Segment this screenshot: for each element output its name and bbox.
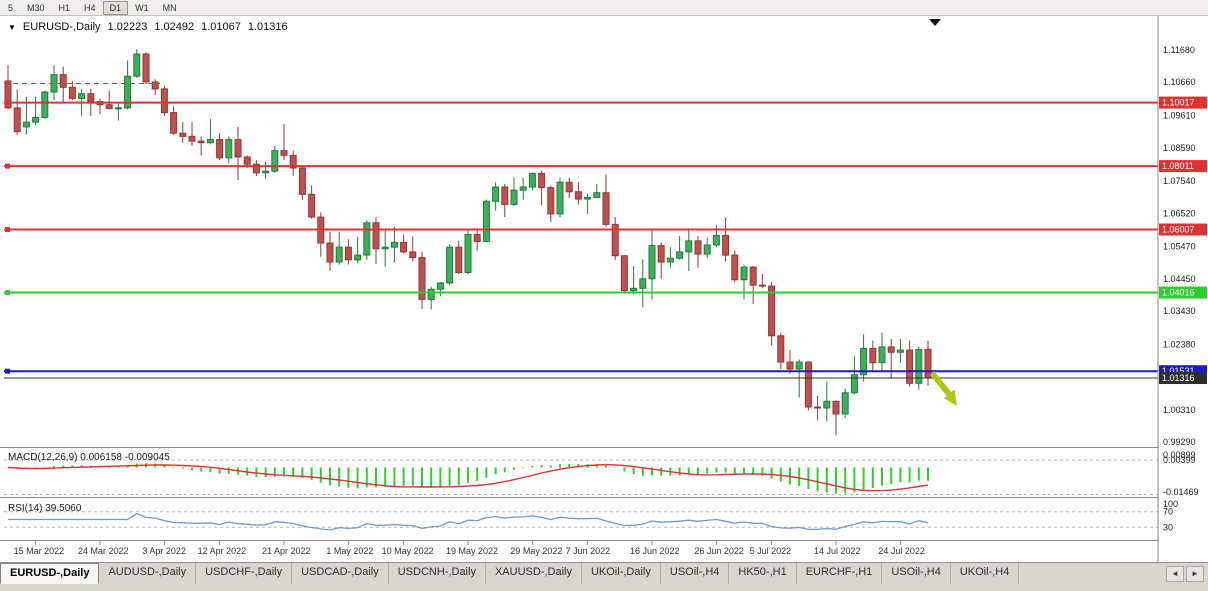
symbol-tab-6[interactable]: UKOil-,Daily: [581, 563, 661, 584]
svg-text:10 May 2022: 10 May 2022: [382, 546, 434, 556]
svg-text:70: 70: [1163, 507, 1173, 517]
horizontal-lines[interactable]: [4, 100, 1158, 379]
svg-text:16 Jun 2022: 16 Jun 2022: [630, 546, 680, 556]
svg-text:-0.01469: -0.01469: [1163, 487, 1199, 497]
symbol-tab-3[interactable]: USDCAD-,Daily: [292, 563, 389, 584]
symbol-tab-5[interactable]: XAUUSD-,Daily: [485, 563, 582, 584]
svg-text:1.11680: 1.11680: [1163, 45, 1195, 55]
symbol-tabs-bar: EURUSD-,Daily AUDUSD-,Daily USDCHF-,Daily U…: [0, 562, 1208, 591]
svg-text:1.05470: 1.05470: [1163, 242, 1196, 252]
chart-canvas[interactable]: 1.11680 1.10660 1.09610 1.08590 1.07540 1.065…: [0, 16, 1208, 562]
chart-shift-marker-icon[interactable]: [929, 19, 941, 26]
svg-text:24 Mar 2022: 24 Mar 2022: [78, 546, 129, 556]
svg-text:1.04016: 1.04016: [1162, 288, 1195, 298]
ohlc-high: 1.02492: [154, 21, 195, 33]
timeframe-button-D1[interactable]: D1: [102, 0, 129, 15]
timeframe-button-H1[interactable]: H1: [58, 2, 71, 13]
date-axis[interactable]: 15 Mar 2022 24 Mar 2022 3 Apr 2022 12 Apr 2…: [14, 541, 925, 556]
svg-text:29 May 2022: 29 May 2022: [510, 546, 562, 556]
tab-scroll-buttons: ◄ ►: [1166, 563, 1208, 582]
svg-text:1 May 2022: 1 May 2022: [326, 546, 373, 556]
price-tag-resistance-line-3: [1159, 223, 1207, 236]
svg-text:21 Apr 2022: 21 Apr 2022: [262, 546, 311, 556]
svg-text:5 Jul 2022: 5 Jul 2022: [750, 546, 792, 556]
svg-text:1.00310: 1.00310: [1163, 405, 1196, 415]
chart-area: 1.11680 1.10660 1.09610 1.08590 1.07540 1.065…: [0, 16, 1208, 562]
svg-text:14 Jul 2022: 14 Jul 2022: [814, 546, 861, 556]
symbol-tab-0[interactable]: EURUSD-,Daily: [0, 563, 100, 584]
svg-text:1.10660: 1.10660: [1163, 77, 1196, 87]
svg-text:1.06007: 1.06007: [1162, 225, 1195, 235]
svg-text:0.99290: 0.99290: [1163, 437, 1196, 447]
svg-text:1.06520: 1.06520: [1163, 208, 1196, 218]
timeframe-button-W1[interactable]: W1: [135, 2, 149, 13]
rsi-panel: [4, 511, 1158, 531]
svg-text:0.00399: 0.00399: [1163, 455, 1196, 465]
svg-text:1.01316: 1.01316: [1162, 373, 1195, 383]
timeframe-toolbar: 5 M30 H1 H4 D1 W1 MN: [0, 0, 1208, 16]
symbol-tab-10[interactable]: USOil-,H4: [882, 563, 951, 584]
svg-text:24 Jul 2022: 24 Jul 2022: [878, 546, 925, 556]
arrow-annotation[interactable]: [929, 371, 957, 406]
price-tag-support-line-green: [1159, 286, 1207, 299]
tab-scroll-right-button[interactable]: ►: [1186, 566, 1204, 582]
rsi-indicator-label: RSI(14) 39.5060: [8, 503, 82, 514]
svg-text:26 Jun 2022: 26 Jun 2022: [694, 546, 744, 556]
svg-text:15 Mar 2022: 15 Mar 2022: [14, 546, 65, 556]
svg-text:12 Apr 2022: 12 Apr 2022: [198, 546, 247, 556]
svg-text:1.09610: 1.09610: [1163, 110, 1196, 120]
ohlc-open: 1.02223: [107, 21, 148, 33]
price-tag-bid-price-line: [1159, 372, 1207, 385]
macd-indicator-label: MACD(12,26,9) 0.006158 -0.009045: [8, 452, 170, 463]
svg-text:1.07540: 1.07540: [1163, 176, 1196, 186]
chart-dropdown-icon[interactable]: ▼: [8, 22, 16, 32]
price-tag-resistance-line-2: [1159, 160, 1207, 173]
tab-scroll-left-button[interactable]: ◄: [1166, 566, 1184, 582]
timeframe-button-MN[interactable]: MN: [162, 2, 177, 13]
svg-text:1.04450: 1.04450: [1163, 274, 1196, 284]
svg-text:3 Apr 2022: 3 Apr 2022: [142, 546, 186, 556]
svg-text:1.03430: 1.03430: [1163, 306, 1196, 316]
price-tag-resistance-line-1: [1159, 96, 1207, 109]
macd-panel: [4, 459, 1158, 496]
timeframe-button-5[interactable]: 5: [8, 2, 14, 13]
svg-text:100: 100: [1163, 499, 1178, 509]
chart-header: ▼ EURUSD-,Daily 1.02223 1.02492 1.01067 …: [8, 21, 288, 33]
svg-text:7 Jun 2022: 7 Jun 2022: [566, 546, 611, 556]
svg-text:1.08590: 1.08590: [1163, 143, 1196, 153]
price-axis[interactable]: 1.11680 1.10660 1.09610 1.08590 1.07540 1.065…: [1157, 16, 1208, 562]
symbol-tab-4[interactable]: USDCNH-,Daily: [388, 563, 486, 584]
symbol-tab-2[interactable]: USDCHF-,Daily: [196, 563, 293, 584]
svg-text:1.01531: 1.01531: [1162, 366, 1195, 376]
ohlc-low: 1.01067: [201, 21, 241, 33]
svg-text:1.08011: 1.08011: [1162, 161, 1194, 171]
svg-text:30: 30: [1163, 522, 1173, 532]
symbol-tab-9[interactable]: EURCHF-,H1: [796, 563, 883, 584]
symbol-tab-1[interactable]: AUDUSD-,Daily: [99, 563, 197, 584]
svg-text:1.02380: 1.02380: [1163, 339, 1196, 349]
chart-symbol-label: EURUSD-,Daily: [22, 21, 101, 33]
symbol-tab-8[interactable]: HK50-,H1: [729, 563, 797, 584]
svg-text:0.00899: 0.00899: [1163, 450, 1196, 460]
symbol-tab-11[interactable]: UKOil-,H4: [950, 563, 1020, 584]
svg-text:1.10017: 1.10017: [1162, 98, 1195, 108]
symbol-tab-7[interactable]: USOil-,H4: [660, 563, 730, 584]
timeframe-button-H4[interactable]: H4: [84, 2, 96, 13]
svg-text:19 May 2022: 19 May 2022: [446, 546, 498, 556]
timeframe-button-M30[interactable]: M30: [27, 2, 45, 13]
ohlc-close: 1.01316: [247, 21, 288, 33]
